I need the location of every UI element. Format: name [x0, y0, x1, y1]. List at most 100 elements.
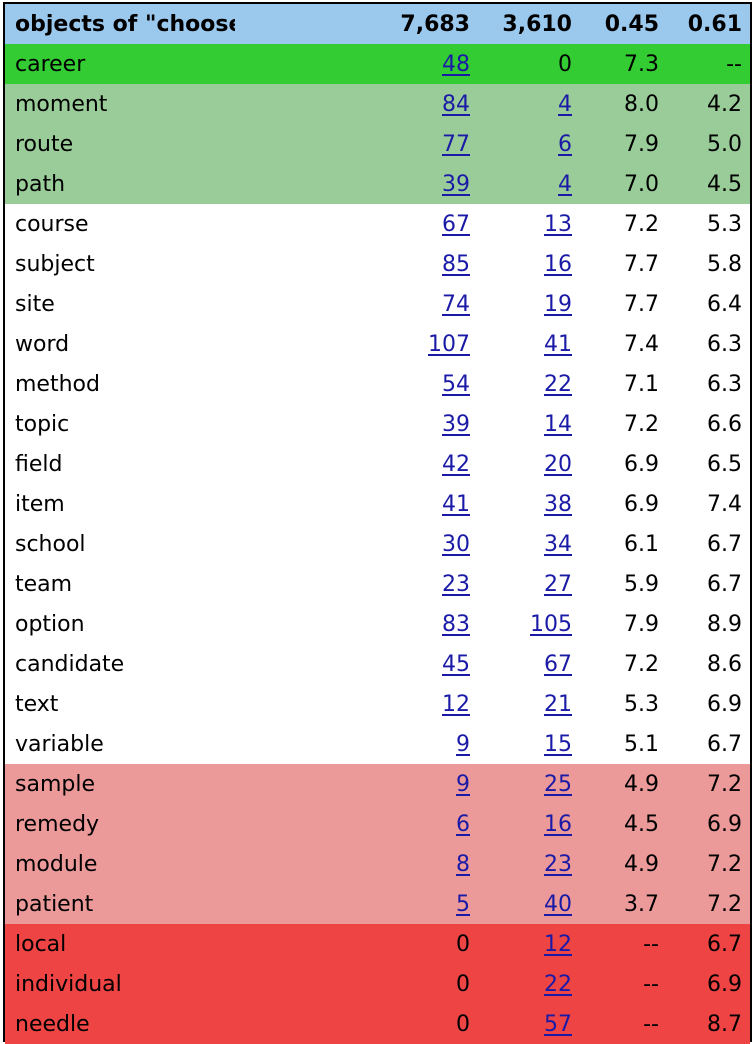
- count-b-link[interactable]: 34: [544, 531, 572, 557]
- row-score-a: --: [572, 924, 659, 964]
- count-a-link[interactable]: 48: [442, 51, 470, 77]
- count-b-link[interactable]: 4: [558, 171, 572, 197]
- row-count-b-cell: 67: [470, 644, 572, 684]
- count-b-link[interactable]: 4: [558, 91, 572, 117]
- row-count-b-cell: 57: [470, 1004, 572, 1044]
- count-a-link[interactable]: 77: [442, 131, 470, 157]
- count-a-link[interactable]: 39: [442, 411, 470, 437]
- table-row: module 8 23 4.9 7.2: [5, 844, 750, 884]
- row-count-a-cell: 42: [235, 444, 470, 484]
- count-a-link[interactable]: 42: [442, 451, 470, 477]
- row-word: candidate: [5, 644, 235, 684]
- row-score-a: 7.3: [572, 44, 659, 84]
- row-count-a-cell: 5: [235, 884, 470, 924]
- row-word: moment: [5, 84, 235, 124]
- row-score-a: 6.9: [572, 444, 659, 484]
- row-word: topic: [5, 404, 235, 444]
- count-a-link[interactable]: 84: [442, 91, 470, 117]
- row-count-a-cell: 30: [235, 524, 470, 564]
- count-b-link[interactable]: 15: [544, 731, 572, 757]
- row-count-a-cell: 39: [235, 164, 470, 204]
- count-a-link[interactable]: 9: [456, 731, 470, 757]
- row-score-b: 8.7: [659, 1004, 750, 1044]
- count-b-link[interactable]: 6: [558, 131, 572, 157]
- count-b-link[interactable]: 20: [544, 451, 572, 477]
- table-body: career 48 0 7.3 -- moment 84 4 8.0 4.2 route 77 6 7.9…: [5, 44, 750, 1044]
- row-count-b-cell: 21: [470, 684, 572, 724]
- comparison-table: objects of "choose/select" 7,683 3,610 0…: [3, 2, 752, 1044]
- row-count-a-cell: 23: [235, 564, 470, 604]
- row-word: route: [5, 124, 235, 164]
- row-word: word: [5, 324, 235, 364]
- count-b-link[interactable]: 16: [544, 811, 572, 837]
- count-b-link[interactable]: 23: [544, 851, 572, 877]
- row-count-b-cell: 4: [470, 164, 572, 204]
- row-count-a-cell: 83: [235, 604, 470, 644]
- table-row: subject 85 16 7.7 5.8: [5, 244, 750, 284]
- collocate-table: objects of "choose/select" 7,683 3,610 0…: [5, 4, 750, 1044]
- row-score-b: 6.9: [659, 684, 750, 724]
- row-score-a: 8.0: [572, 84, 659, 124]
- count-b-link[interactable]: 14: [544, 411, 572, 437]
- row-count-b-cell: 6: [470, 124, 572, 164]
- count-a-link[interactable]: 8: [456, 851, 470, 877]
- row-count-b-cell: 16: [470, 244, 572, 284]
- count-b-link[interactable]: 22: [544, 971, 572, 997]
- row-score-b: 5.3: [659, 204, 750, 244]
- row-count-a-cell: 48: [235, 44, 470, 84]
- count-a-link[interactable]: 74: [442, 291, 470, 317]
- count-b-link[interactable]: 16: [544, 251, 572, 277]
- count-a-link[interactable]: 45: [442, 651, 470, 677]
- row-count-a-cell: 74: [235, 284, 470, 324]
- count-b-link[interactable]: 40: [544, 891, 572, 917]
- count-a-link[interactable]: 41: [442, 491, 470, 517]
- row-count-b-cell: 38: [470, 484, 572, 524]
- count-a-link[interactable]: 12: [442, 691, 470, 717]
- row-score-a: 6.9: [572, 484, 659, 524]
- row-score-a: 7.2: [572, 204, 659, 244]
- count-b-link[interactable]: 21: [544, 691, 572, 717]
- count-a-link[interactable]: 30: [442, 531, 470, 557]
- count-b-link[interactable]: 13: [544, 211, 572, 237]
- count-a-link[interactable]: 54: [442, 371, 470, 397]
- row-score-a: 7.2: [572, 644, 659, 684]
- count-b-link[interactable]: 105: [530, 611, 572, 637]
- row-word: site: [5, 284, 235, 324]
- row-score-b: 6.5: [659, 444, 750, 484]
- count-a-link[interactable]: 85: [442, 251, 470, 277]
- row-word: school: [5, 524, 235, 564]
- row-count-b-cell: 23: [470, 844, 572, 884]
- table-header-row: objects of "choose/select" 7,683 3,610 0…: [5, 4, 750, 44]
- count-b-link[interactable]: 27: [544, 571, 572, 597]
- row-score-b: 6.6: [659, 404, 750, 444]
- row-word: remedy: [5, 804, 235, 844]
- count-b-link[interactable]: 12: [544, 931, 572, 957]
- count-a-link[interactable]: 39: [442, 171, 470, 197]
- count-b-link[interactable]: 57: [544, 1011, 572, 1037]
- table-row: field 42 20 6.9 6.5: [5, 444, 750, 484]
- count-a-link[interactable]: 107: [428, 331, 470, 357]
- count-a-link[interactable]: 23: [442, 571, 470, 597]
- row-score-b: 8.6: [659, 644, 750, 684]
- count-b-link[interactable]: 19: [544, 291, 572, 317]
- row-count-b-cell: 105: [470, 604, 572, 644]
- count-a-link[interactable]: 9: [456, 771, 470, 797]
- count-a-link[interactable]: 5: [456, 891, 470, 917]
- count-b-link[interactable]: 41: [544, 331, 572, 357]
- row-word: item: [5, 484, 235, 524]
- row-count-a-cell: 8: [235, 844, 470, 884]
- row-score-a: 4.9: [572, 844, 659, 884]
- table-row: item 41 38 6.9 7.4: [5, 484, 750, 524]
- header-col2-total: 3,610: [470, 4, 572, 44]
- count-b-link[interactable]: 67: [544, 651, 572, 677]
- count-b-link[interactable]: 25: [544, 771, 572, 797]
- count-a-link[interactable]: 6: [456, 811, 470, 837]
- count-b-link[interactable]: 38: [544, 491, 572, 517]
- count-a-link[interactable]: 83: [442, 611, 470, 637]
- count-b-link[interactable]: 22: [544, 371, 572, 397]
- row-word: option: [5, 604, 235, 644]
- row-count-a-cell: 12: [235, 684, 470, 724]
- row-score-a: 5.9: [572, 564, 659, 604]
- count-a-link[interactable]: 67: [442, 211, 470, 237]
- row-score-b: 6.7: [659, 524, 750, 564]
